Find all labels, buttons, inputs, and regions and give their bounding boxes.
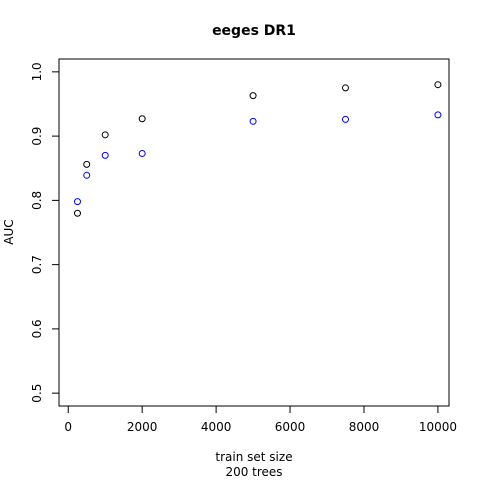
data-point-series-2	[249, 117, 257, 125]
data-point-series-2	[101, 151, 109, 159]
data-point-series-1	[73, 209, 81, 217]
x-axis: 0 2000 4000 6000 8000 10000	[64, 405, 457, 434]
y-axis: 0.5 0.6 0.7 0.8 0.9 1.0	[30, 62, 60, 403]
data-point-series-2	[341, 115, 349, 123]
y-tick-label: 0.7	[30, 255, 44, 274]
chart-title: eeges DR1	[212, 23, 296, 39]
x-tick-label: 6000	[275, 420, 306, 434]
data-point-series-2	[138, 149, 146, 157]
y-tick-label: 0.6	[30, 319, 44, 338]
x-axis-sublabel: 200 trees	[225, 465, 282, 479]
y-tick-label: 0.8	[30, 191, 44, 210]
data-point-series-2	[73, 198, 81, 206]
x-tick-label: 2000	[127, 420, 158, 434]
data-point-series-1	[83, 160, 91, 168]
x-tick-label: 4000	[201, 420, 232, 434]
y-tick-label: 0.9	[30, 127, 44, 146]
data-point-series-2	[434, 111, 442, 119]
x-tick-label: 0	[64, 420, 72, 434]
x-tick-label: 10000	[419, 420, 457, 434]
data-point-series-2	[83, 171, 91, 179]
data-point-series-1	[434, 81, 442, 89]
y-tick-label: 0.5	[30, 384, 44, 403]
x-tick-label: 8000	[349, 420, 380, 434]
data-point-series-1	[249, 92, 257, 100]
data-point-series-1	[341, 84, 349, 92]
y-axis-label: AUC	[2, 219, 16, 244]
data-point-series-1	[138, 115, 146, 123]
data-points	[73, 81, 442, 217]
data-point-series-1	[101, 131, 109, 139]
y-tick-label: 1.0	[30, 62, 44, 81]
plot-area	[58, 58, 450, 407]
x-axis-label: train set size	[215, 450, 292, 464]
